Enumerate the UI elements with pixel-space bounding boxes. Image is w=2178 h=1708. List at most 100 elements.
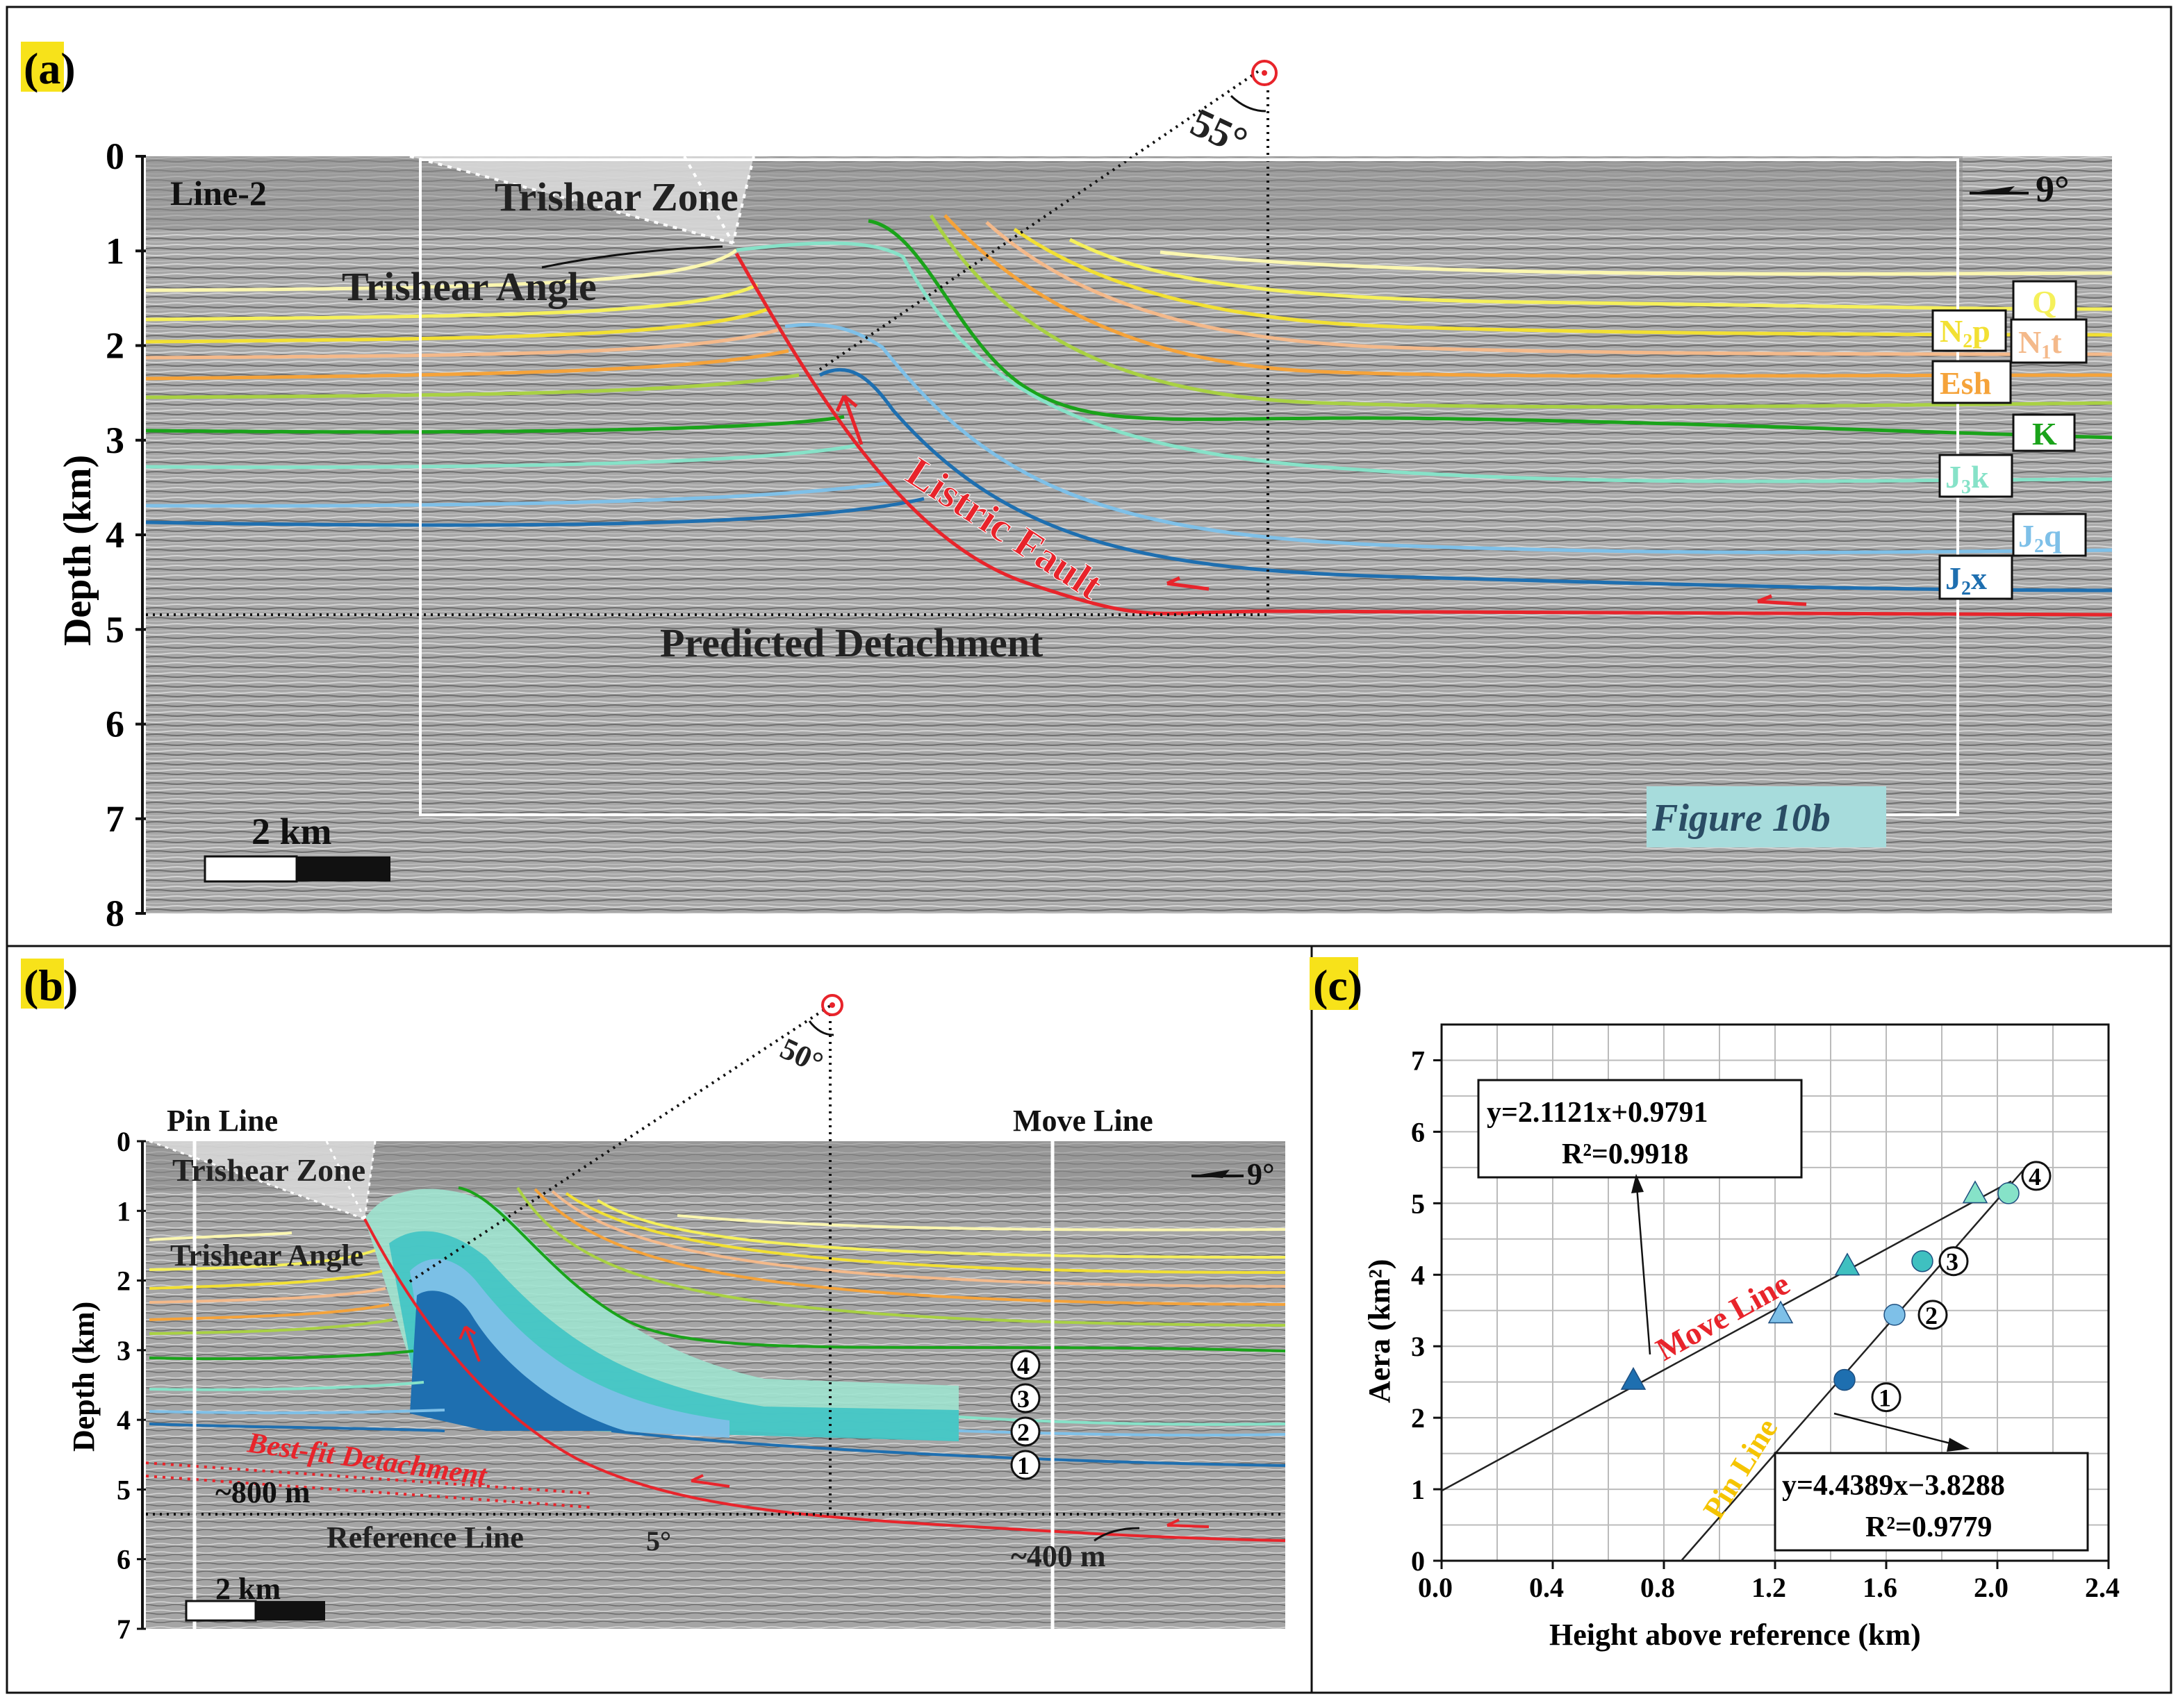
scale-bar-white-a [204, 855, 298, 883]
pivot-circle-b [821, 994, 843, 1016]
y-tick-label-a: 3 [106, 420, 124, 461]
reference-line-label: Reference Line [327, 1520, 524, 1554]
y-tick-label: 1 [1411, 1474, 1425, 1505]
move-line-point [1767, 1300, 1794, 1324]
formation-box-j2x [1938, 554, 2013, 600]
ref-angle-label: 5° [646, 1525, 671, 1557]
axial-dotted-line-a [818, 68, 1262, 371]
move-line-eq-arrowhead [1631, 1174, 1644, 1193]
formation-box-q [2012, 280, 2077, 321]
panel-a-label: (a) [24, 44, 76, 93]
x-tick-label: 2.4 [2085, 1572, 2120, 1603]
angle-arc-a [1230, 94, 1267, 113]
fault-arrow-a-1 [835, 395, 864, 445]
marker-3 [1010, 1383, 1041, 1413]
pin-line-r2: R²=0.9779 [1865, 1511, 1992, 1543]
axial-dotted-line-b [409, 1004, 832, 1283]
offset-right-label: ~400 m [1011, 1539, 1106, 1573]
formation-box-j3k [1938, 454, 2013, 498]
x-tick-label: 0.0 [1418, 1572, 1453, 1603]
horizon-q-hangingwall [1160, 250, 2113, 276]
panel-a-label-bg [21, 42, 64, 92]
formation-box-j2q [2012, 513, 2087, 557]
angle-label-a: 55° [1185, 99, 1255, 164]
formation-box-esh [1931, 360, 2012, 404]
point-number-circle [1871, 1382, 1901, 1413]
y-tick-label-b: 5 [117, 1474, 131, 1505]
area-1 [410, 1291, 625, 1431]
point-number: 3 [1946, 1248, 1958, 1276]
trishear-bounds-b [149, 1140, 377, 1220]
formation-j3k: J3k [1945, 459, 1989, 498]
y-tick-label: 0 [1411, 1545, 1425, 1577]
figure-ref-label: Figure 10b [1651, 797, 1831, 840]
scale-bar-black-a [297, 856, 390, 881]
pin-line-label: Pin Line [167, 1104, 278, 1138]
offset-right-pointer [1094, 1527, 1140, 1542]
y-ticks-b: 0 1 2 3 4 5 6 7 [117, 1126, 146, 1645]
chart-y-label: Aera (km²) [1362, 1259, 1396, 1403]
point-number: 4 [2029, 1163, 2041, 1191]
chart-x-label: Height above reference (km) [1549, 1618, 1921, 1652]
pin-line-point [1997, 1182, 2020, 1204]
fault-arrow-b-1 [459, 1325, 481, 1362]
dip-label-b: 9° [1247, 1157, 1275, 1191]
marker-1-label: 1 [1017, 1452, 1030, 1479]
marker-1 [1010, 1450, 1041, 1480]
move-line-r2: R²=0.9918 [1562, 1138, 1688, 1170]
area-markers: 4 3 2 1 [1010, 1350, 1041, 1480]
formation-n2p: N2p [1940, 313, 1990, 352]
panel-c-label-bg [1310, 957, 1358, 1010]
y-tick-label: 6 [1411, 1116, 1425, 1147]
line-name: Line-2 [170, 174, 267, 213]
y-tick-label-a: 2 [106, 325, 124, 367]
trishear-bounds-a [409, 155, 755, 244]
panel-b: (b) [21, 959, 1286, 1645]
y-tick-label: 2 [1411, 1402, 1425, 1434]
pivot-dot-a [1262, 70, 1267, 76]
fault-arrow-a-3 [1757, 594, 1807, 606]
x-tick-label: 0.8 [1640, 1572, 1675, 1603]
y-tick-label-b: 6 [117, 1544, 131, 1575]
move-line-point [1962, 1180, 1988, 1204]
formation-q: Q [2032, 284, 2057, 320]
y-tick-label-a: 5 [106, 608, 124, 650]
listric-fault-b [363, 1218, 1286, 1542]
marker-2 [1010, 1416, 1041, 1447]
y-ticks-a: 0 1 2 3 4 5 6 7 8 [106, 135, 146, 934]
y-tick-label-a: 7 [106, 798, 124, 840]
formation-box-k [2012, 413, 2076, 452]
dip-label-a: 9° [2036, 168, 2070, 210]
y-tick-label-a: 6 [106, 704, 124, 745]
x-tick-label: 1.6 [1863, 1572, 1897, 1603]
scale-bar-white-b [185, 1600, 257, 1622]
x-tick-label: 1.2 [1751, 1572, 1786, 1603]
y-tick-label-a: 4 [106, 514, 124, 556]
point-number: 2 [1925, 1302, 1938, 1329]
outer-frame [6, 6, 2172, 1694]
fault-arrow-b-2 [691, 1474, 730, 1488]
trishear-angle-pointer-a [541, 245, 723, 269]
fit-line-move-line [1441, 1180, 2012, 1492]
pin-line-point [1833, 1368, 1856, 1391]
y-tick-label-b: 2 [117, 1266, 131, 1297]
formation-j2q: J2q [2018, 518, 2062, 557]
formation-box-n2p [1931, 309, 2007, 352]
y-tick-label-a: 8 [106, 893, 124, 934]
marker-3-label: 3 [1017, 1385, 1030, 1413]
move-line-eq-pointer [1635, 1177, 1651, 1355]
point-number-circle [2021, 1161, 2052, 1191]
x-tick-label: 0.4 [1529, 1572, 1564, 1603]
y-tick-label-b: 3 [117, 1335, 131, 1366]
move-line-point [1620, 1367, 1647, 1390]
predicted-detachment-label: Predicted Detachment [660, 620, 1043, 665]
marker-2-label: 2 [1017, 1418, 1030, 1446]
upper-noise-zone [146, 156, 1963, 229]
y-tick-label: 7 [1411, 1045, 1425, 1076]
trishear-angle-label-a: Trishear Angle [342, 264, 597, 309]
formation-n1t: N1t [2018, 324, 2062, 363]
formation-legend: Q N2p N1t Esh K J3k J2q J2x [1931, 280, 2088, 600]
pin-line-equation: y=4.4389x−3.8288 [1782, 1470, 2005, 1502]
point-number-circle [1938, 1246, 1969, 1277]
